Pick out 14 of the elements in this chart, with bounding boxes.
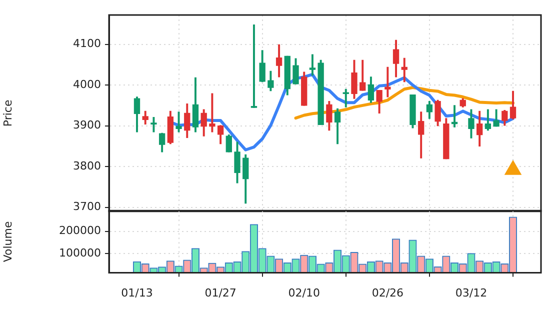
x-tick-label: 01/27 [204,286,236,300]
y-tick-label: 100000 [59,246,101,260]
x-tick-label: 01/13 [121,286,153,300]
x-tick-label: 03/12 [455,286,488,300]
y-tick-label: 200000 [59,224,101,238]
y-axis-title: Price [1,100,14,127]
y-tick-label: 3800 [73,159,101,172]
y-tick-label: 3900 [73,118,101,132]
x-tick-label: 02/10 [288,286,320,300]
y-tick-label: 4000 [73,78,101,91]
x-tick-label: 02/26 [372,286,404,300]
y-tick-label: 3700 [73,200,101,214]
y-tick-label: 4100 [73,37,101,50]
y-axis-title: Volume [1,221,14,262]
